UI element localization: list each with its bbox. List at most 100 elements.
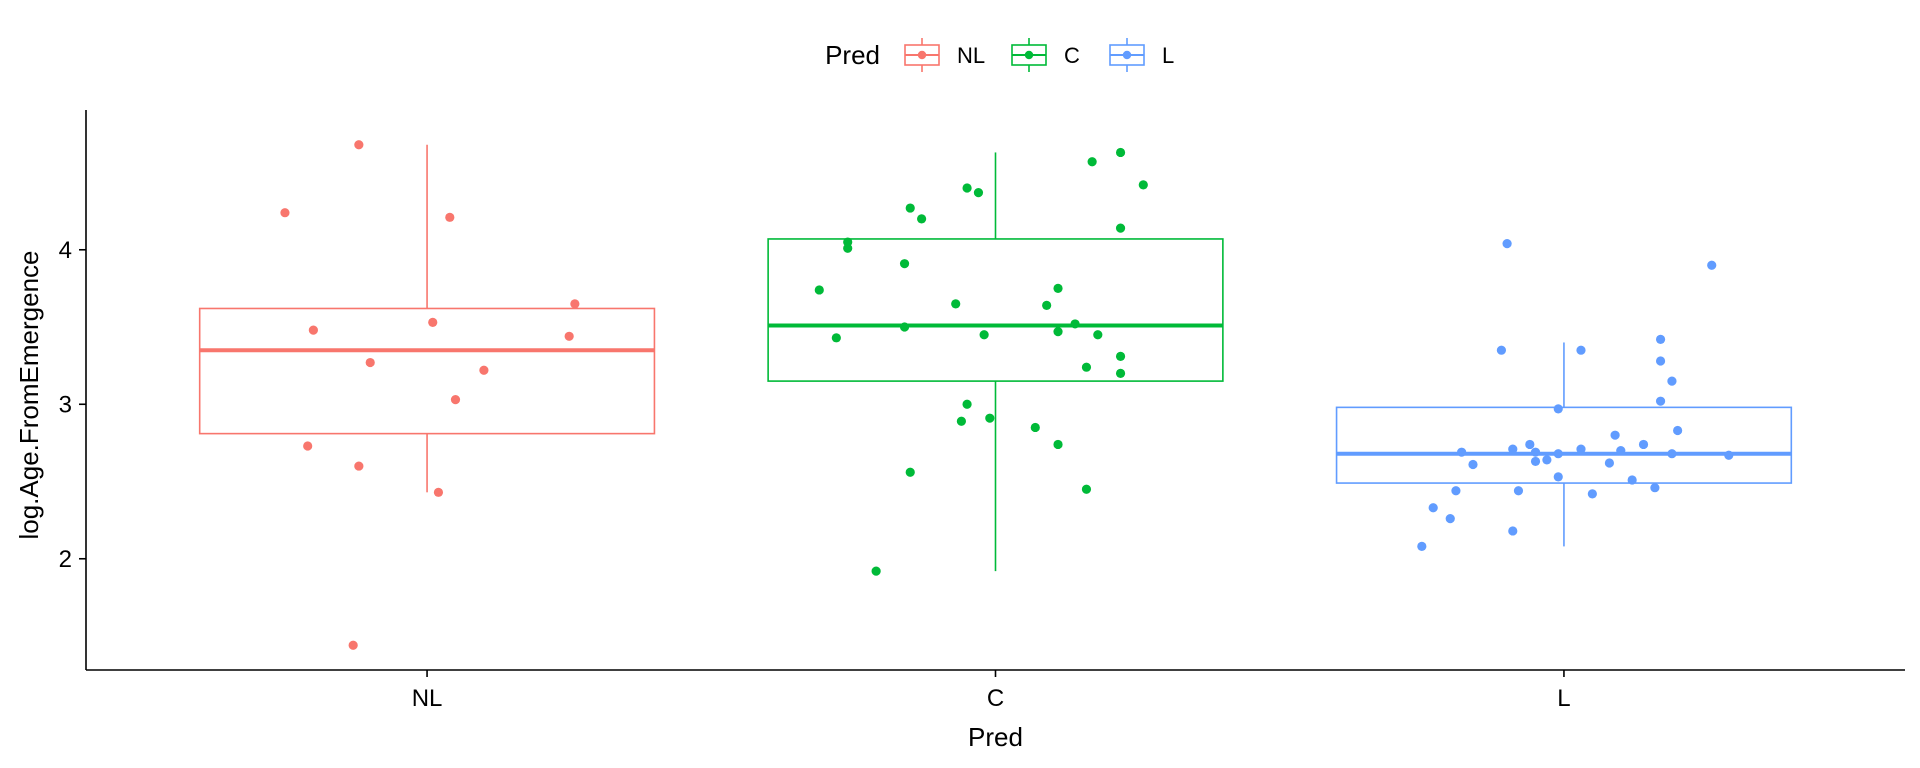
data-point — [354, 461, 364, 471]
data-point — [1627, 475, 1637, 485]
y-axis-title: log.Age.FromEmergence — [14, 250, 44, 539]
data-point — [445, 212, 455, 222]
data-point — [1070, 319, 1080, 329]
axes: 2 3 4 NL C L Pred log.Age.FromEmergence — [14, 110, 1905, 752]
data-point — [354, 140, 364, 150]
y-tick-label: 4 — [59, 237, 72, 264]
data-point — [985, 413, 995, 423]
legend-key-point — [917, 50, 927, 60]
data-point — [1468, 459, 1478, 470]
data-point — [1553, 404, 1563, 414]
data-point — [1508, 526, 1518, 536]
data-point — [1655, 396, 1666, 406]
legend-entry-nl: NL — [904, 38, 985, 72]
box — [1335, 406, 1793, 484]
data-point — [979, 330, 989, 340]
data-point — [1081, 484, 1092, 494]
data-point — [1042, 300, 1052, 310]
data-point — [570, 299, 580, 309]
data-point — [1650, 483, 1660, 493]
data-point — [1616, 446, 1626, 456]
x-tick-label: NL — [412, 685, 443, 712]
legend-key-point — [1122, 50, 1132, 60]
data-point — [1428, 503, 1438, 513]
legend-key-point — [1024, 50, 1034, 60]
data-point — [365, 357, 375, 368]
data-point — [1115, 223, 1126, 233]
data-point — [1053, 283, 1063, 293]
data-point — [1525, 439, 1535, 450]
data-point — [303, 441, 313, 451]
y-tick-label: 3 — [59, 391, 72, 418]
box-group-c — [767, 147, 1224, 576]
data-point — [1724, 450, 1734, 460]
data-point — [564, 331, 574, 341]
x-tick-label: L — [1557, 685, 1570, 712]
data-point — [871, 566, 881, 576]
data-point — [1610, 430, 1620, 440]
data-point — [428, 317, 438, 327]
data-point — [433, 487, 444, 497]
data-point — [899, 322, 910, 332]
data-point — [1576, 444, 1586, 454]
data-point — [308, 325, 318, 335]
data-point — [1030, 422, 1040, 433]
data-point — [450, 395, 461, 405]
data-point — [917, 214, 927, 224]
box-group-nl — [198, 140, 656, 650]
data-point — [1053, 439, 1063, 450]
data-point — [962, 183, 972, 193]
data-point — [1138, 180, 1148, 190]
box — [198, 307, 656, 435]
data-point — [1115, 368, 1126, 378]
legend-title: Pred — [825, 40, 880, 70]
data-point — [1553, 472, 1563, 482]
data-point — [962, 399, 972, 409]
data-point — [1667, 449, 1677, 459]
data-point — [905, 467, 915, 477]
legend-entry-c: C — [1011, 38, 1080, 72]
data-point — [1673, 425, 1683, 436]
data-point — [1417, 541, 1427, 552]
plot-area — [198, 140, 1793, 650]
data-point — [1087, 157, 1097, 167]
data-point — [1445, 513, 1455, 524]
data-point — [1093, 330, 1103, 340]
data-point — [899, 259, 910, 269]
data-point — [814, 285, 824, 295]
box — [767, 238, 1224, 382]
legend: Pred NL C L — [825, 38, 1174, 72]
data-point — [1542, 455, 1552, 465]
data-point — [1513, 486, 1524, 496]
data-point — [479, 365, 489, 375]
data-point — [280, 208, 290, 218]
data-point — [1587, 489, 1597, 499]
data-point — [348, 640, 358, 650]
data-point — [1530, 447, 1541, 457]
data-point — [956, 416, 966, 426]
data-point — [951, 299, 961, 309]
data-point — [843, 243, 853, 253]
data-point — [831, 333, 841, 343]
data-point — [1638, 439, 1649, 450]
legend-entry-l: L — [1109, 38, 1174, 72]
box-group-l — [1335, 238, 1793, 552]
data-point — [905, 203, 915, 213]
data-point — [1502, 238, 1512, 249]
data-point — [1576, 345, 1586, 355]
x-tick-label: C — [987, 685, 1004, 712]
legend-label: L — [1162, 43, 1174, 68]
data-point — [1115, 147, 1126, 158]
data-point — [1053, 327, 1063, 337]
data-point — [1451, 486, 1461, 496]
data-point — [1604, 458, 1615, 468]
data-point — [1667, 376, 1677, 386]
legend-label: NL — [957, 43, 985, 68]
y-tick-label: 2 — [59, 546, 72, 573]
data-point — [1081, 362, 1092, 372]
data-point — [1496, 345, 1507, 355]
data-point — [1553, 449, 1563, 459]
data-point — [1655, 356, 1666, 366]
data-point — [1115, 351, 1126, 361]
